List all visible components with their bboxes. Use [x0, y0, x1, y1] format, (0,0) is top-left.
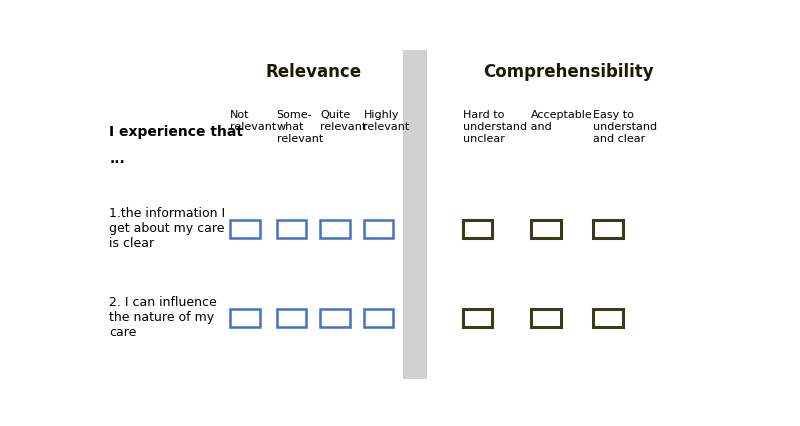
FancyBboxPatch shape: [363, 309, 394, 328]
Text: Comprehensibility: Comprehensibility: [482, 63, 654, 81]
FancyBboxPatch shape: [230, 221, 260, 239]
Text: Not
relevant: Not relevant: [230, 110, 277, 132]
Text: Quite
relevant: Quite relevant: [320, 110, 366, 132]
Text: Easy to
understand
and clear: Easy to understand and clear: [593, 110, 657, 143]
Text: Highly
relevant: Highly relevant: [363, 110, 410, 132]
FancyBboxPatch shape: [593, 309, 622, 328]
Text: I experience that: I experience that: [110, 125, 243, 139]
FancyBboxPatch shape: [593, 221, 622, 239]
FancyBboxPatch shape: [531, 309, 561, 328]
Text: Relevance: Relevance: [266, 63, 362, 81]
FancyBboxPatch shape: [403, 51, 426, 379]
FancyBboxPatch shape: [363, 221, 394, 239]
Text: ...: ...: [110, 151, 125, 165]
FancyBboxPatch shape: [320, 309, 350, 328]
Text: 1.the information I
get about my care
is clear: 1.the information I get about my care is…: [110, 207, 226, 250]
Text: Acceptable: Acceptable: [531, 110, 593, 120]
FancyBboxPatch shape: [462, 221, 493, 239]
Text: Some-
what
relevant: Some- what relevant: [277, 110, 323, 143]
FancyBboxPatch shape: [277, 221, 306, 239]
FancyBboxPatch shape: [320, 221, 350, 239]
Text: 2. I can influence
the nature of my
care: 2. I can influence the nature of my care: [110, 296, 217, 338]
Text: Hard to
understand and
unclear: Hard to understand and unclear: [462, 110, 551, 143]
FancyBboxPatch shape: [462, 309, 493, 328]
FancyBboxPatch shape: [531, 221, 561, 239]
FancyBboxPatch shape: [230, 309, 260, 328]
FancyBboxPatch shape: [277, 309, 306, 328]
